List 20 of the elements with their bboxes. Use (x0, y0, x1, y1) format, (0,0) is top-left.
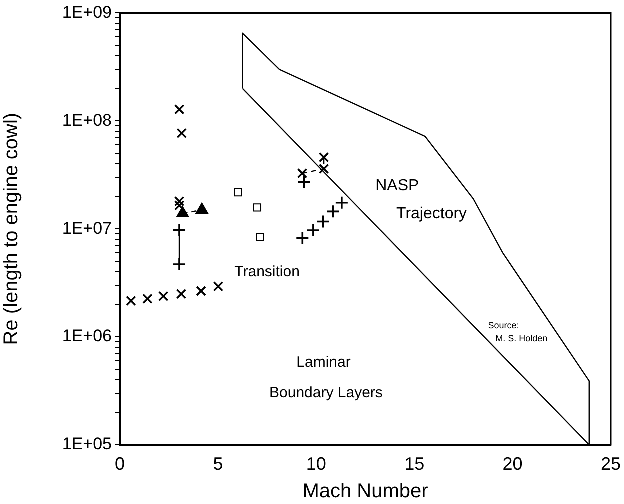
y-tick-label: 1E+06 (62, 326, 112, 346)
x-tick-label: 25 (600, 454, 622, 474)
annotation: Boundary Layers (270, 384, 383, 402)
annotation: Source: (488, 320, 520, 331)
annotation: Transition (234, 263, 300, 280)
annotation: Laminar (296, 354, 351, 372)
y-tick-label: 1E+09 (62, 2, 112, 22)
annotation: NASP (376, 177, 420, 194)
x-tick-label: 0 (114, 454, 126, 474)
annotation: M. S. Holden (496, 334, 548, 344)
y-tick-label: 1E+05 (62, 434, 112, 454)
annotation: Trajectory (396, 205, 468, 222)
x-tick-label: 5 (213, 454, 224, 474)
x-axis-title: Mach Number (302, 480, 429, 503)
x-tick-label: 15 (404, 454, 425, 474)
y-axis-title: Re (length to engine cowl) (0, 112, 23, 346)
y-tick-label: 1E+08 (62, 110, 112, 130)
x-tick-label: 10 (306, 454, 326, 474)
y-tick-label: 1E+07 (62, 218, 112, 238)
x-tick-label: 20 (502, 454, 523, 474)
